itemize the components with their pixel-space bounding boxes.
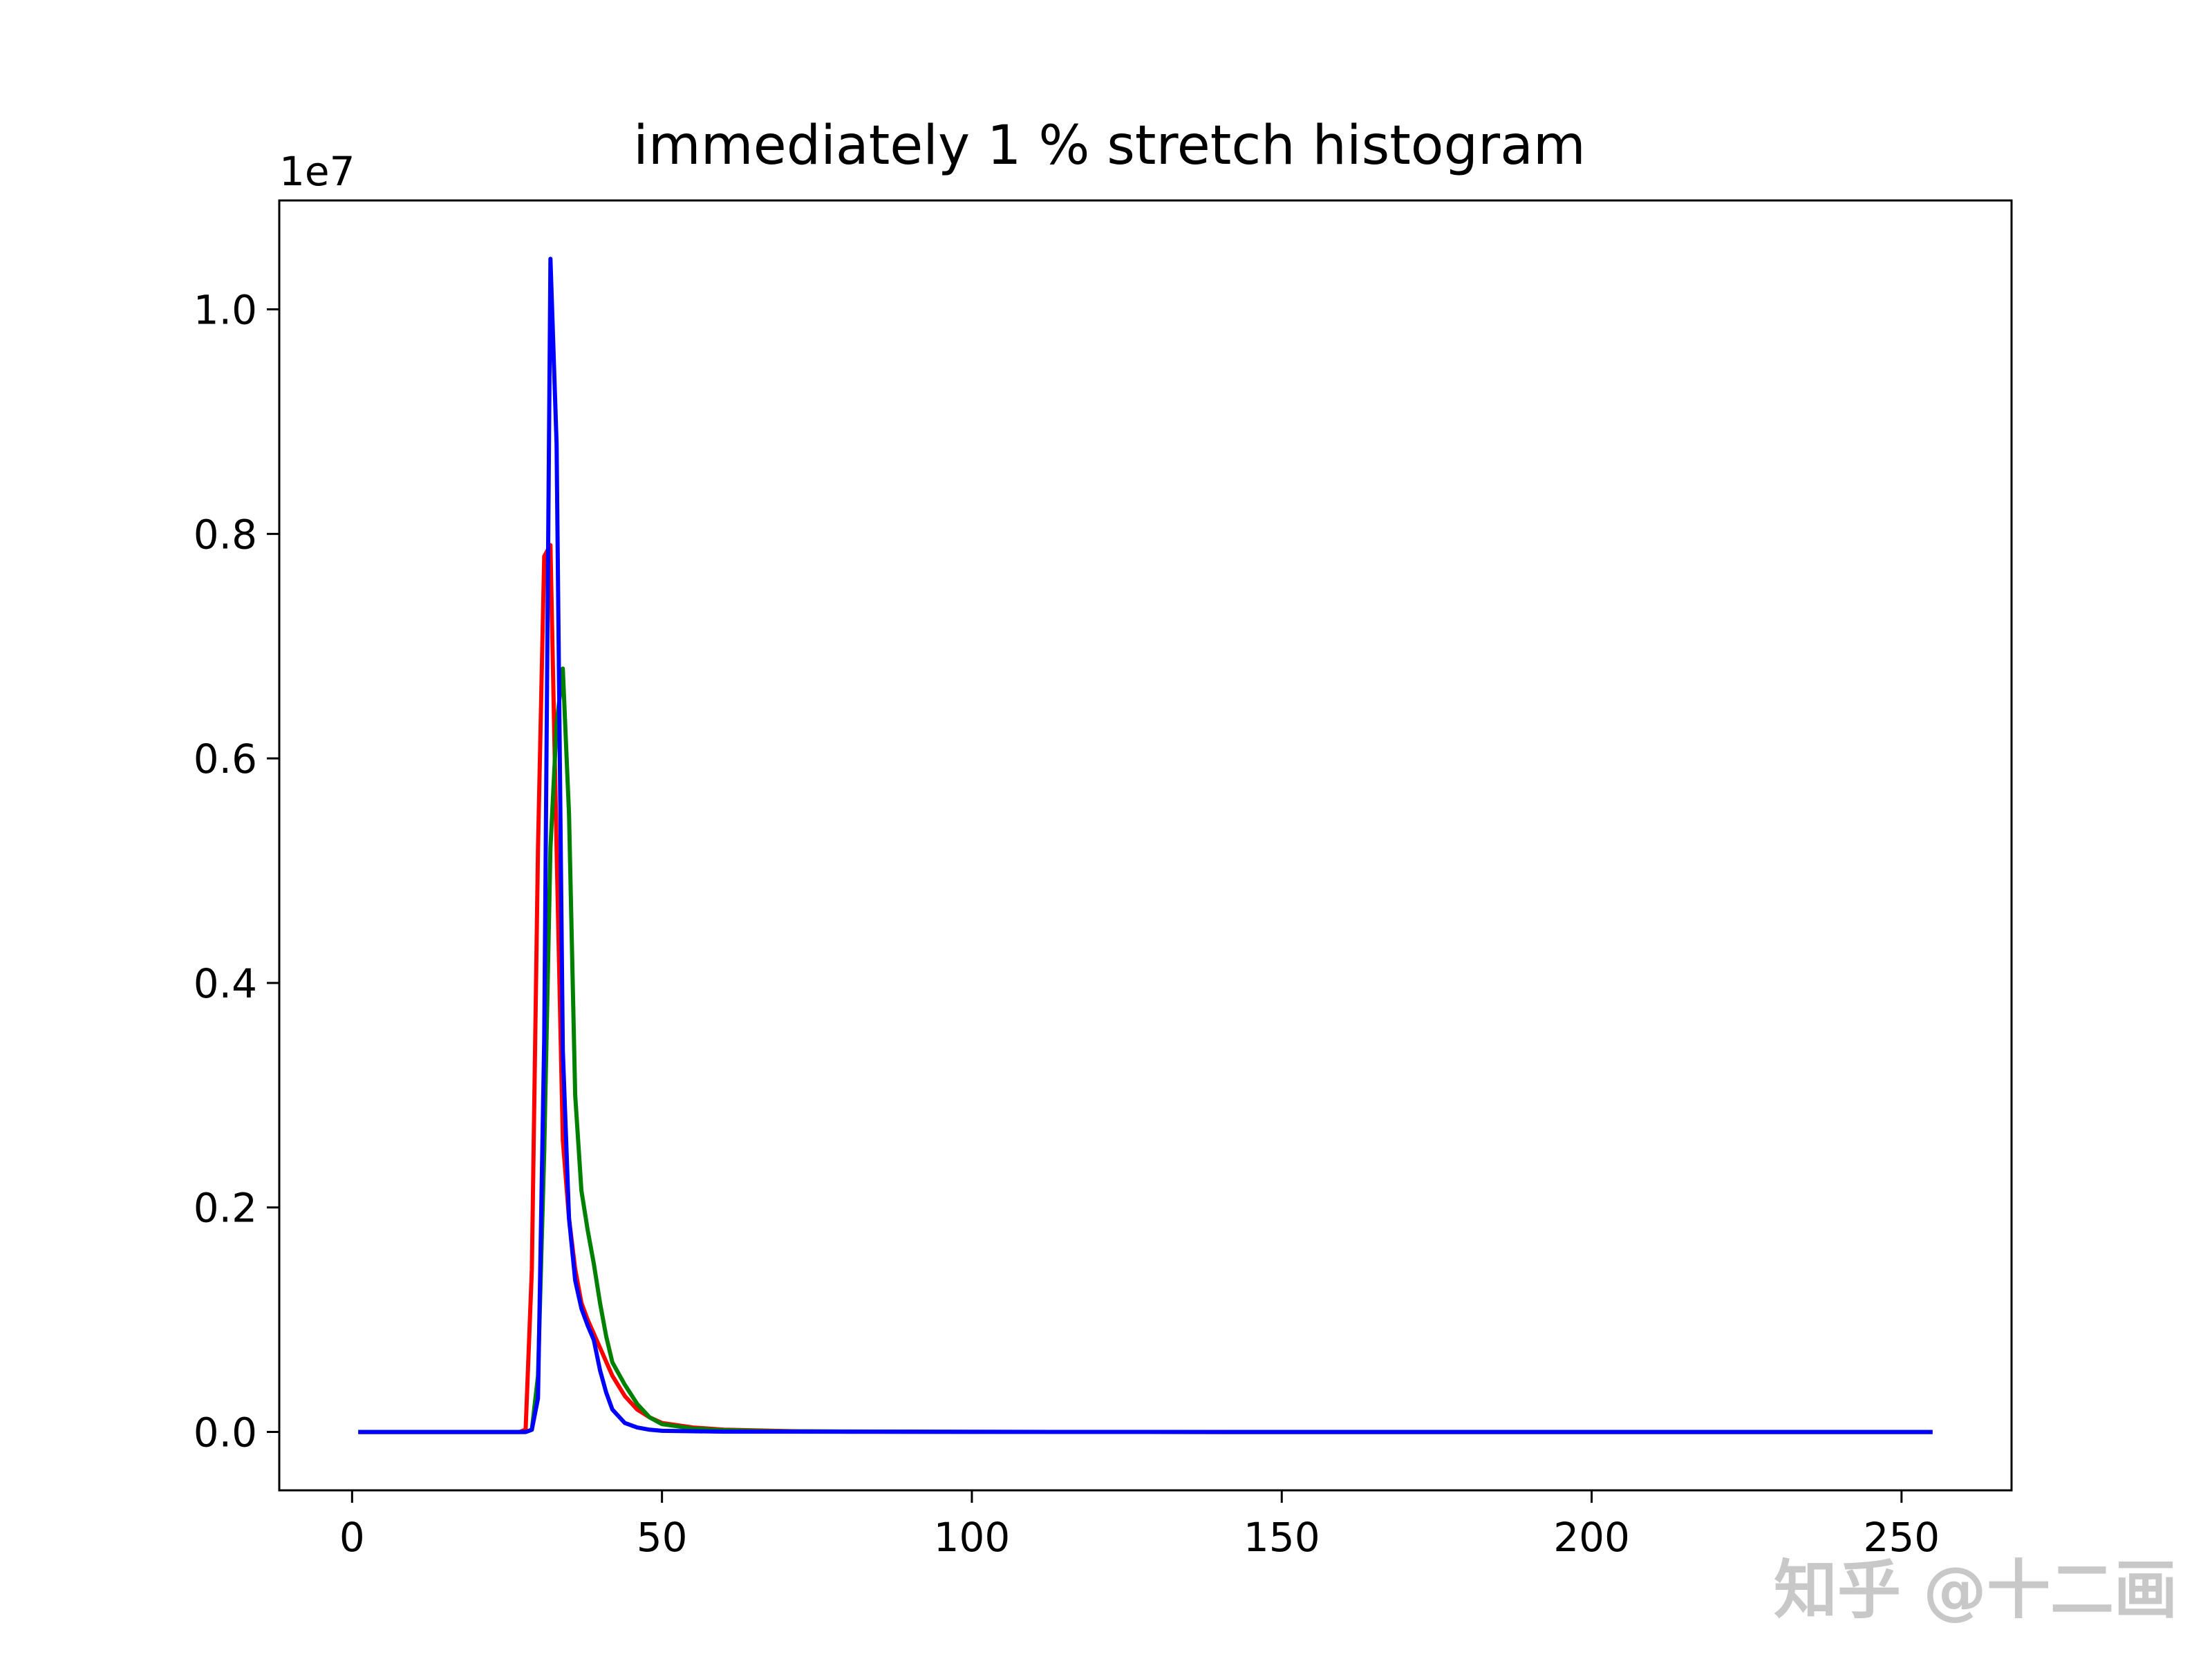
watermark: 知乎 @十二画 (1774, 1553, 2177, 1627)
chart-title: immediately 1 % stretch histogram (633, 115, 1586, 177)
y-axis-offset-label: 1e7 (279, 148, 355, 195)
plot-area (358, 256, 1933, 1434)
x-tick-label: 200 (1553, 1514, 1630, 1561)
y-tick-label: 0.6 (194, 735, 257, 782)
x-tick-label: 150 (1244, 1514, 1320, 1561)
y-tick-label: 0.0 (194, 1409, 257, 1456)
x-tick-label: 250 (1863, 1514, 1940, 1561)
x-tick-label: 0 (339, 1514, 365, 1561)
x-axis: 0 50 100 150 200 250 (339, 1490, 1940, 1561)
x-tick-label: 50 (637, 1514, 688, 1561)
y-tick-label: 0.2 (194, 1185, 257, 1232)
axes-frame (278, 199, 2013, 1492)
y-tick-label: 0.8 (194, 511, 257, 558)
y-tick-label: 0.4 (194, 960, 257, 1007)
y-tick-label: 1.0 (194, 287, 257, 334)
y-axis: 0.0 0.2 0.4 0.6 0.8 1.0 (194, 287, 279, 1456)
x-tick-label: 100 (934, 1514, 1011, 1561)
series-line-3 (358, 256, 1933, 1434)
